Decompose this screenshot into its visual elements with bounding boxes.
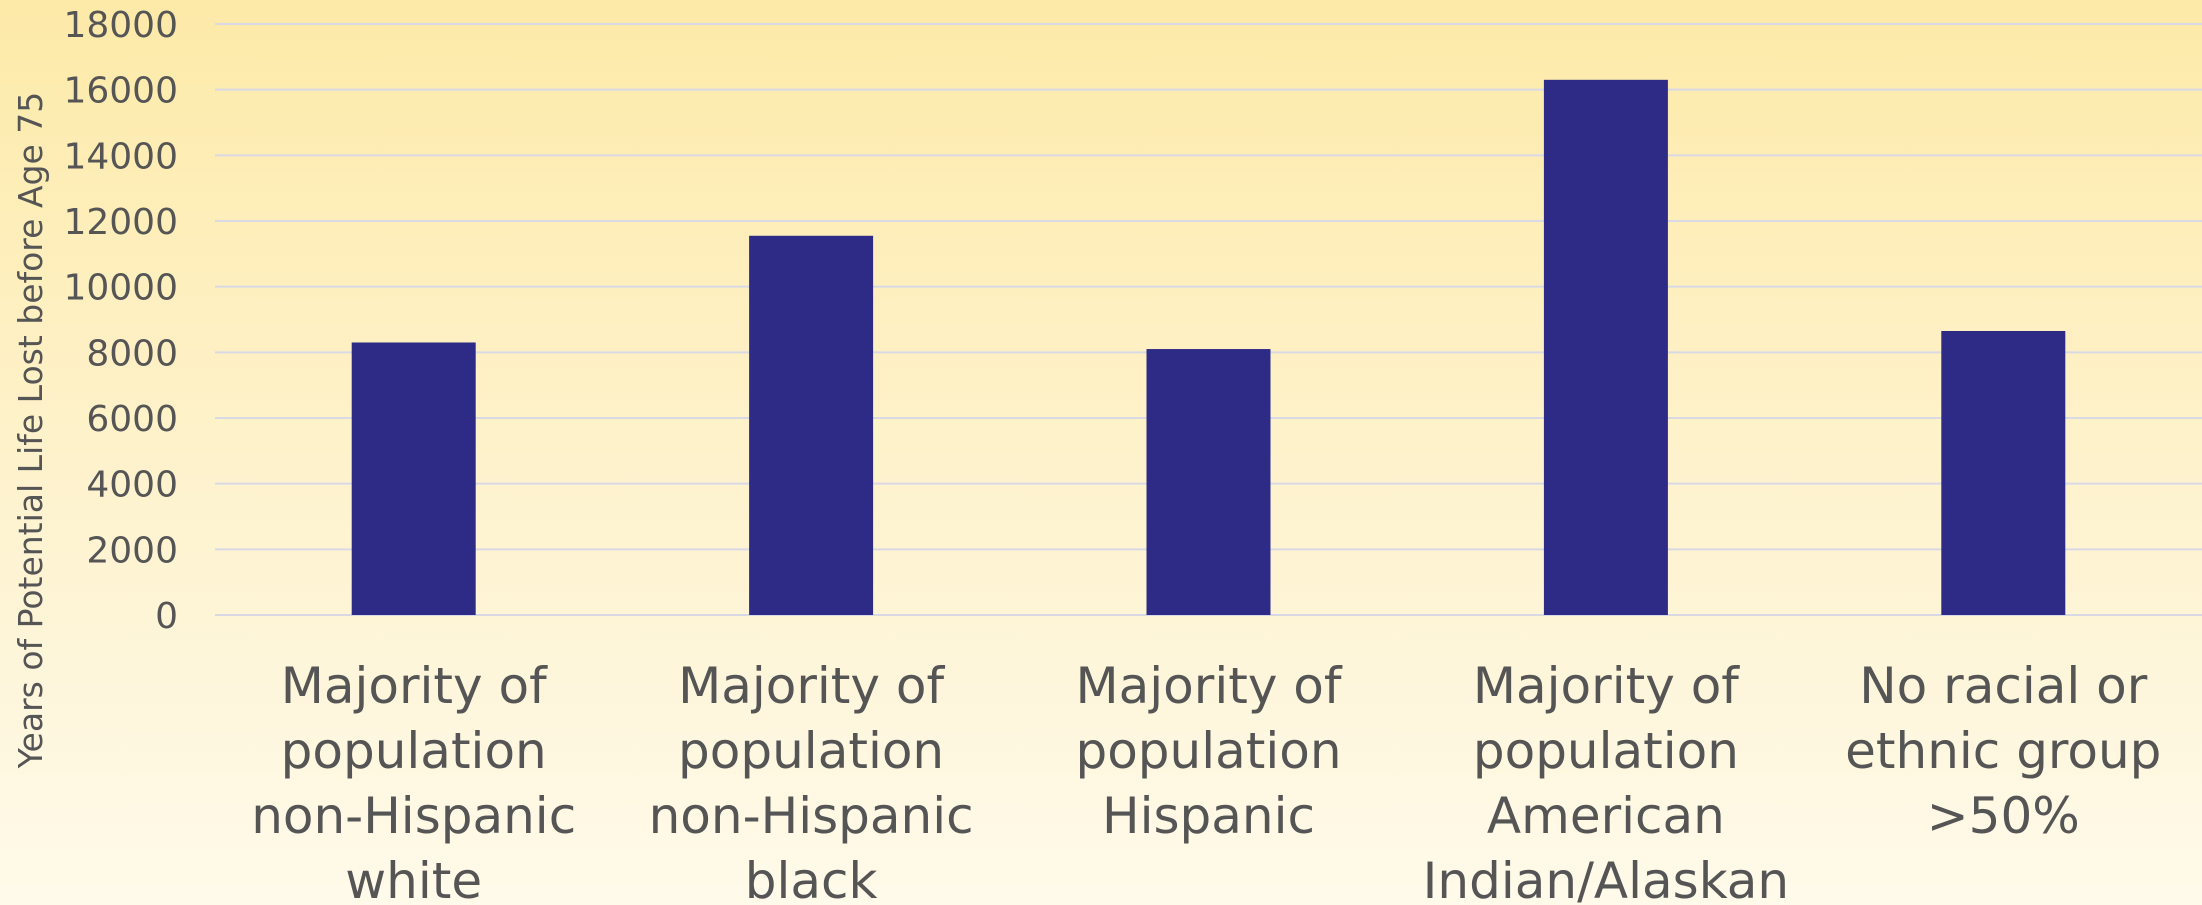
bars: [351, 79, 2066, 616]
x-category-label: Indian/Alaskan: [1423, 852, 1789, 905]
x-category-label: black: [745, 852, 878, 905]
bar: [1941, 330, 2066, 615]
x-category-label: population: [1473, 722, 1739, 780]
x-category-label: American: [1487, 787, 1725, 845]
y-tick-label: 2000: [86, 530, 178, 571]
y-tick-label: 12000: [63, 202, 178, 243]
x-category-label: Majority of: [678, 657, 945, 715]
y-tick-label: 10000: [63, 268, 178, 309]
x-axis-category-labels: Majority of population non-Hispanic white Ma…: [251, 657, 2161, 905]
y-tick-label: 8000: [86, 333, 178, 374]
bar: [351, 342, 476, 615]
x-category-label: Majority of: [1076, 657, 1343, 715]
y-axis-ticks: 0 2000 4000 6000 8000 10000 12000 14000 16000 180…: [63, 5, 178, 637]
x-category-label: >50%: [1927, 787, 2080, 845]
x-category-label: population: [1075, 722, 1341, 780]
x-category-label: population: [678, 722, 944, 780]
x-category-label: ethnic group: [1845, 722, 2161, 780]
x-category-label: non-Hispanic: [649, 787, 974, 845]
y-tick-label: 4000: [86, 465, 178, 506]
y-tick-label: 0: [155, 596, 178, 637]
bar: [1146, 349, 1271, 615]
x-category-label: Hispanic: [1102, 787, 1315, 845]
x-category-label: non-Hispanic: [251, 787, 576, 845]
y-axis-title: Years of Potential Life Lost before Age …: [11, 92, 50, 769]
x-category-label: Majority of: [281, 657, 548, 715]
y-tick-label: 6000: [86, 399, 178, 440]
y-tick-label: 18000: [63, 5, 178, 46]
bar: [749, 235, 874, 615]
x-category-label: No racial or: [1859, 657, 2147, 715]
x-category-label: white: [345, 852, 482, 905]
x-category-label: population: [281, 722, 547, 780]
y-tick-label: 14000: [63, 136, 178, 177]
bar: [1543, 79, 1668, 616]
y-tick-label: 16000: [63, 71, 178, 112]
x-category-label: Majority of: [1473, 657, 1740, 715]
